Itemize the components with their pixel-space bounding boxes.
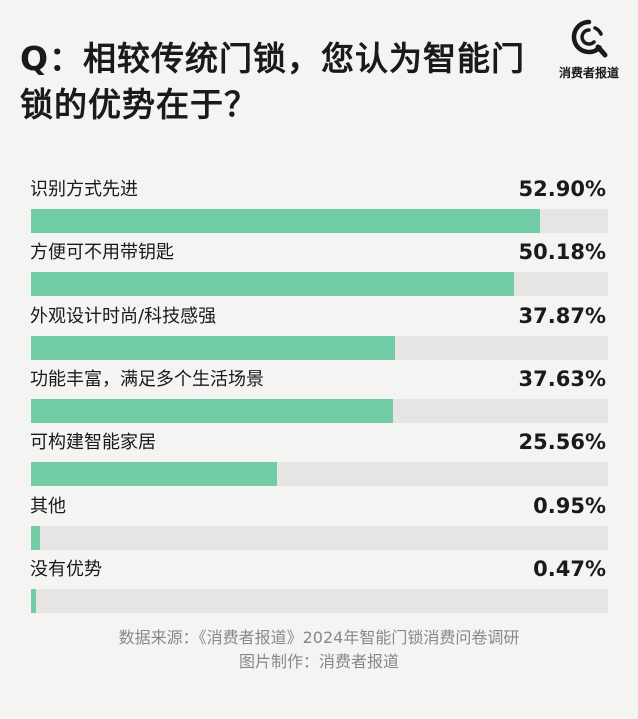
bar-row: 可构建智能家居 25.56% — [0, 430, 638, 491]
bar-row: 没有优势 0.47% — [0, 556, 638, 618]
bar-track — [31, 588, 608, 613]
bar-row: 其他 0.95% — [0, 493, 638, 555]
category-label: 其他 — [30, 495, 66, 517]
bar — [31, 462, 277, 487]
category-label: 功能丰富，满足多个生活场景 — [30, 368, 264, 390]
category-label: 外观设计时尚/科技感强 — [30, 305, 217, 327]
bar-row: 外观设计时尚/科技感强 37.87% — [0, 303, 638, 365]
bar-row: 方便可不用带钥匙 50.18% — [0, 240, 638, 301]
magnifier-c-icon — [571, 19, 608, 58]
bar — [31, 525, 41, 550]
bar — [31, 272, 514, 297]
value-label: 52.90% — [518, 177, 606, 201]
category-label: 方便可不用带钥匙 — [30, 242, 174, 264]
bar-row: 识别方式先进 52.90% — [0, 177, 638, 238]
bar-track — [31, 335, 608, 360]
bar-row: 功能丰富，满足多个生活场景 37.63% — [0, 366, 638, 428]
bar-track — [31, 209, 608, 233]
value-label: 0.47% — [533, 556, 606, 581]
bar-track — [31, 398, 608, 423]
bar-track — [31, 525, 608, 550]
source-line: 数据来源：《消费者报道》2024年智能门锁消费问卷调研 — [118, 628, 520, 647]
bar — [31, 209, 540, 233]
value-label: 25.56% — [518, 430, 606, 455]
value-label: 50.18% — [518, 240, 606, 265]
bar — [31, 588, 36, 613]
brand-logo: 消费者报道 — [556, 18, 622, 90]
category-label: 识别方式先进 — [30, 179, 138, 200]
credit-line: 图片制作：消费者报道 — [238, 652, 399, 671]
source-note: 数据来源：《消费者报道》2024年智能门锁消费问卷调研 图片制作：消费者报道 — [0, 626, 638, 674]
value-label: 37.87% — [518, 303, 606, 328]
category-label: 可构建智能家居 — [30, 432, 156, 454]
category-label: 没有优势 — [30, 558, 102, 580]
bar-track — [31, 272, 608, 297]
bar — [31, 398, 393, 423]
brand-name: 消费者报道 — [558, 66, 619, 80]
value-label: 0.95% — [533, 493, 606, 518]
chart-title: Q：相较传统门锁，您认为智能门锁的优势在于？ — [20, 39, 526, 124]
bar — [31, 335, 396, 360]
value-label: 37.63% — [518, 366, 606, 391]
bar-track — [31, 462, 608, 487]
